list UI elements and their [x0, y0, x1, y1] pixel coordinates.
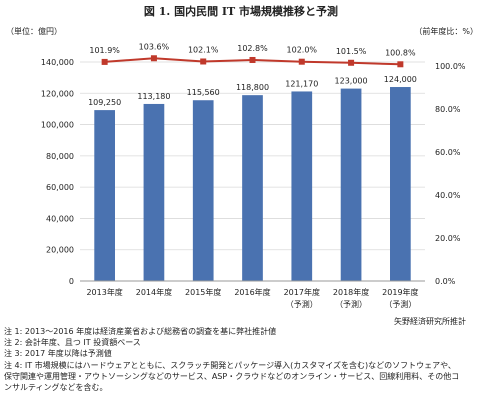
x-tick-label: （予測） — [384, 299, 416, 309]
axes: 0 20,000 40,000 60,000 80,000 100,000 120,000 1… — [41, 58, 466, 309]
note-line: 注 1: 2013～2016 年度は経済産業省および総務省の調査を基に弊社推計値 — [4, 327, 277, 336]
y-tick-label: 0 — [69, 277, 74, 286]
bar — [291, 91, 313, 281]
bar-value-label: 121,170 — [285, 79, 318, 88]
x-tick-label: 2014年度 — [136, 287, 172, 297]
note-line: 注 3: 2017 年度以降は予測値 — [4, 349, 112, 359]
chart-title: 図 1. 国内民間 IT 市場規模推移と予測 — [144, 4, 338, 18]
bar-value-label: 124,000 — [384, 75, 417, 84]
notes: 注 1: 2013～2016 年度は経済産業省および総務省の調査を基に弊社推計値… — [4, 326, 480, 393]
y-tick-label: 140,000 — [41, 58, 74, 67]
x-tick-label: 2017年度 — [284, 287, 320, 297]
x-tick-label: （予測） — [335, 299, 367, 309]
x-tick-label: 2016年度 — [234, 287, 270, 297]
bar — [390, 87, 411, 282]
y-tick-label: 40,000 — [46, 214, 74, 223]
ratio-value-label: 102.1% — [188, 45, 219, 54]
y-tick-label: 20,000 — [46, 246, 74, 255]
y2-tick-label: 20.0% — [435, 234, 461, 243]
ratio-point — [150, 55, 157, 62]
bar — [242, 95, 263, 281]
y-tick-label: 100,000 — [41, 121, 74, 130]
bar-value-label: 109,250 — [88, 98, 121, 107]
x-tick-label: （予測） — [286, 299, 318, 309]
bar — [192, 100, 214, 281]
y2-tick-label: 80.0% — [435, 105, 461, 114]
y2-tick-label: 40.0% — [435, 191, 461, 200]
ratio-value-label: 103.6% — [139, 42, 170, 51]
ratio-value-label: 101.9% — [89, 46, 120, 55]
x-tick-label: 2019年度 — [382, 287, 418, 297]
bar-value-label: 118,800 — [236, 83, 269, 92]
source-note: 矢野経済研究所推計 — [394, 317, 466, 326]
ratio-line — [101, 55, 404, 68]
y2-axis-label: （前年度比：%） — [414, 26, 478, 36]
note-line: 注 4: IT 市場規模にはハードウェアとともに、スクラッチ開発とパッケージ導入… — [4, 360, 456, 370]
ratio-value-label: 102.0% — [287, 46, 318, 55]
x-tick-label: 2013年度 — [86, 287, 122, 297]
bar — [143, 103, 165, 282]
ratio-value-label: 101.5% — [336, 47, 367, 56]
bars — [94, 87, 411, 282]
bar-value-label: 113,180 — [137, 92, 170, 101]
ratio-point — [397, 61, 404, 68]
bar-value-label: 115,560 — [187, 88, 220, 97]
bar — [94, 110, 115, 282]
note-line: 注 2: 会計年度、且つ IT 投資額ベース — [4, 338, 141, 348]
y-tick-label: 120,000 — [41, 89, 74, 98]
note-line: 保守関連や運用管理・アウトソーシングなどのサービス、ASP・クラウドなどのオンラ… — [4, 371, 460, 381]
ratio-value-label: 100.8% — [385, 48, 416, 57]
y-axis-label: （単位：億円） — [6, 26, 62, 36]
y2-tick-label: 100.0% — [435, 62, 466, 71]
ratio-point — [200, 58, 207, 65]
y-tick-label: 80,000 — [46, 152, 74, 161]
y2-tick-label: 0.0% — [435, 277, 456, 286]
data-labels: 109,250 113,180 115,560 118,800 121,170 123,0… — [88, 42, 417, 107]
bar-value-label: 123,000 — [335, 77, 368, 86]
y-tick-label: 60,000 — [46, 183, 74, 192]
ratio-value-label: 102.8% — [237, 44, 268, 53]
bar — [340, 88, 362, 281]
note-line: ンサルティングなどを含む。 — [4, 383, 108, 393]
y2-tick-label: 60.0% — [435, 148, 461, 157]
ratio-point — [249, 56, 256, 63]
chart: 図 1. 国内民間 IT 市場規模推移と予測 （単位：億円） （前年度比：%） … — [6, 4, 478, 309]
ratio-point — [298, 58, 305, 65]
x-tick-label: 2015年度 — [185, 287, 221, 297]
ratio-point — [101, 58, 108, 65]
ratio-point — [348, 59, 355, 66]
x-tick-label: 2018年度 — [333, 287, 369, 297]
